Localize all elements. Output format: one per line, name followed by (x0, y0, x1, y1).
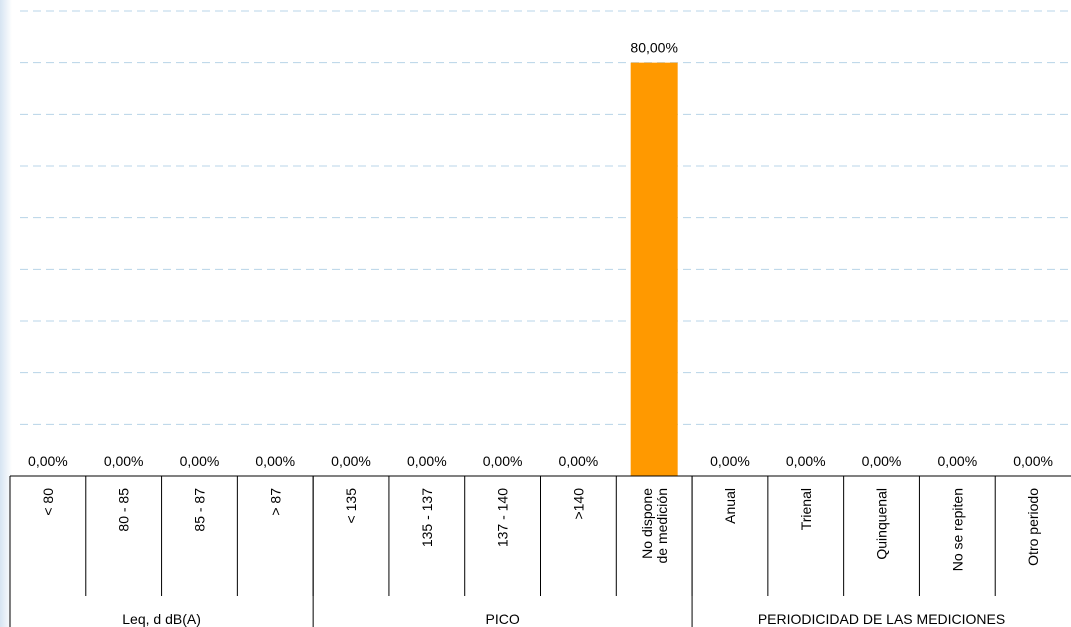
x-tick-label: 137 - 140 (495, 488, 511, 547)
group-label: PERIODICIDAD DE LAS MEDICIONES (758, 611, 1005, 627)
edge-shade (0, 0, 12, 627)
x-tick-label: >140 (570, 488, 586, 520)
value-label: 0,00% (104, 453, 144, 469)
value-label: 0,00% (255, 453, 295, 469)
group-label: PICO (485, 611, 519, 627)
x-tick-label: Quinquenal (874, 488, 890, 560)
x-tick-label: 80 - 85 (116, 488, 132, 532)
x-tick-label: 85 - 87 (191, 488, 207, 532)
value-label: 80,00% (630, 40, 677, 56)
x-tick-label: No disponede medición (639, 488, 670, 564)
value-label: 0,00% (28, 453, 68, 469)
x-tick-label: > 87 (267, 488, 283, 516)
value-label: 0,00% (483, 453, 523, 469)
group-label: Leq, d dB(A) (122, 611, 201, 627)
x-tick-label: No se repiten (949, 488, 965, 571)
value-label: 0,00% (407, 453, 447, 469)
value-label: 0,00% (710, 453, 750, 469)
x-tick-label: Anual (722, 488, 738, 524)
value-label: 0,00% (786, 453, 826, 469)
value-label: 0,00% (559, 453, 599, 469)
bar (630, 62, 678, 477)
x-tick-label: Otro periodo (1025, 488, 1041, 566)
value-label: 0,00% (180, 453, 220, 469)
x-tick-label: 135 - 137 (419, 488, 435, 547)
x-tick-label: < 135 (343, 488, 359, 524)
value-label: 0,00% (331, 453, 371, 469)
x-tick-label: < 80 (40, 488, 56, 516)
value-label: 0,00% (862, 453, 902, 469)
value-label: 0,00% (937, 453, 977, 469)
value-label: 0,00% (1013, 453, 1053, 469)
x-tick-label: Trienal (798, 488, 814, 530)
